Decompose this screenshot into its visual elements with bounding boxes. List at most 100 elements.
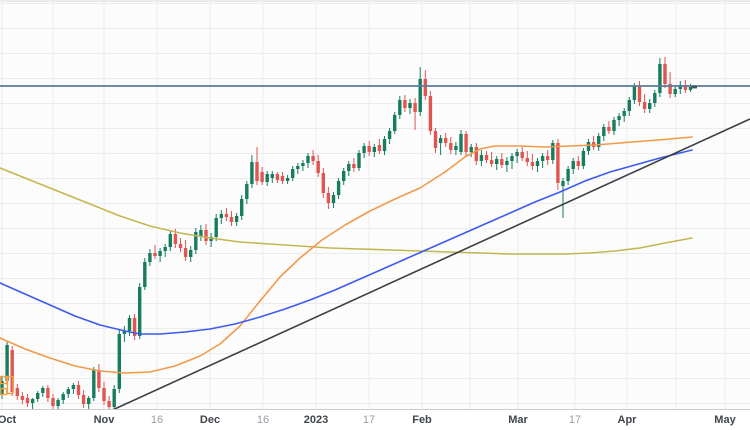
x-axis-label-2023: 2023 [303,414,329,426]
candle-body-down [525,158,529,162]
candle-body-down [377,145,382,151]
x-axis-label-may: May [714,414,736,426]
candle-body-down [10,350,14,392]
candle-body-up [612,120,616,131]
candle-body-up [66,389,70,394]
candle-body-down [530,162,535,166]
candle-body-up [158,251,162,256]
candle-body-down [546,156,550,160]
candle-body-up [219,214,223,218]
ascending-trendline[interactable] [107,118,750,413]
candle-body-up [658,64,662,93]
candle-body-down [484,155,489,160]
candle-body-up [495,159,499,164]
candle-body-down [464,134,468,152]
candle-body-up [648,103,652,109]
candle-body-down [51,398,55,406]
candle-body-up [617,116,621,120]
candle-body-up [285,178,290,181]
hollow-orange-candle [0,387,8,396]
candle-body-up [30,399,35,403]
candle-body-down [489,160,494,164]
candle-body-up [56,400,60,406]
candle-body-down [576,161,580,166]
x-axis-label-17: 17 [568,414,582,426]
candle-body-down [683,85,688,90]
candle-body-up [199,230,203,236]
x-axis-label-nov: Nov [93,414,115,426]
candle-body-up [540,156,545,161]
candle-body-down [255,162,259,181]
candle-body-up [418,79,422,112]
candle-body-up [291,169,295,178]
candle-body-up [561,181,565,186]
candle-body-down [311,156,315,161]
candle-body-up [362,146,366,153]
candle-body-down [444,138,448,143]
candle-body-down [663,64,667,84]
candle-body-up [398,100,402,115]
candle-body-up [372,147,376,152]
candle-body-up [510,156,514,161]
candle-body-down [352,164,356,168]
candle-body-up [459,134,463,152]
candle-body-up [127,318,132,331]
candle-body-up [627,100,631,111]
candle-body-down [173,234,178,244]
candle-body-down [668,84,672,94]
candle-body-down [204,230,208,241]
candle-body-up [270,174,274,178]
candle-body-down [433,131,438,148]
ma-line-mid-orange [0,136,693,374]
x-axis-label-dec: Dec [199,414,221,426]
candle-body-down [326,193,331,203]
candle-body-up [331,195,336,203]
candle-body-up [515,152,519,156]
candle-body-up [138,287,142,336]
candle-body-up [505,161,509,165]
x-axis-label-feb: Feb [412,414,432,426]
candle-body-up [382,139,387,151]
x-axis-label-17: 17 [362,414,376,426]
candle-body-down [413,103,417,112]
hollow-orange-candle [6,375,14,395]
candle-body-up [566,169,570,181]
candle-body-down [102,388,106,401]
candle-body-down [428,96,433,131]
candle-body-down [260,172,264,182]
candle-body-up [234,216,239,222]
candle-body-up [245,184,249,199]
candle-body-up [551,143,555,160]
candle-body-up [296,166,300,169]
candle-body-down [607,127,611,131]
candle-body-up [387,131,392,139]
candle-body-up [653,93,657,103]
candle-body-down [224,214,229,217]
candle-body-down [520,152,524,158]
candle-body-down [107,401,111,407]
candle-body-down [637,86,642,102]
candle-body-down [76,385,81,395]
candle-body-up [342,171,346,181]
candle-body-down [15,388,19,396]
candle-body-up [240,199,244,216]
candle-body-up [408,103,412,108]
candle-body-up [36,393,40,399]
candle-body-up [469,147,473,152]
candle-body-down [474,147,478,161]
candle-body-down [229,217,234,222]
hollow-orange-candle [0,375,8,385]
candle-body-up [5,345,9,381]
ma-line-fast-blue [0,149,693,335]
candle-body-up [209,237,213,241]
candle-body-down [275,174,280,180]
candle-body-up [61,394,65,400]
candle-body-down [178,244,183,248]
candle-body-up [393,115,397,131]
candle-body-up [336,181,341,195]
candle-body-down [403,100,407,108]
candle-body-down [20,396,25,400]
candle-body-up [678,85,682,89]
